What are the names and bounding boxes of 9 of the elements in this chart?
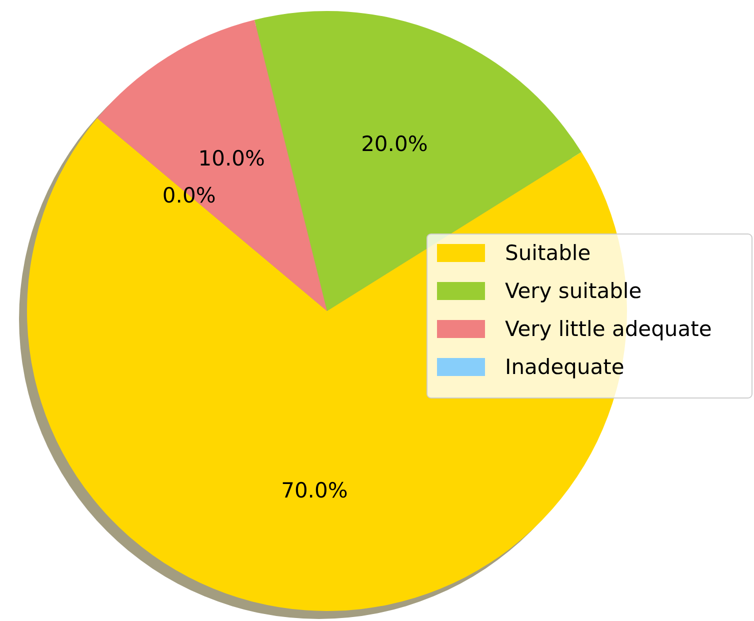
legend-label: Very suitable [505,279,642,303]
pie-slice [97,20,327,311]
legend-label: Very little adequate [505,317,712,341]
data-label: 70.0% [281,478,348,503]
data-label: 20.0% [361,132,428,156]
legend-label: Suitable [505,241,591,265]
legend-label: Inadequate [505,355,624,379]
text: 0.0% [162,183,216,208]
data-label: 10.0% [198,146,265,170]
